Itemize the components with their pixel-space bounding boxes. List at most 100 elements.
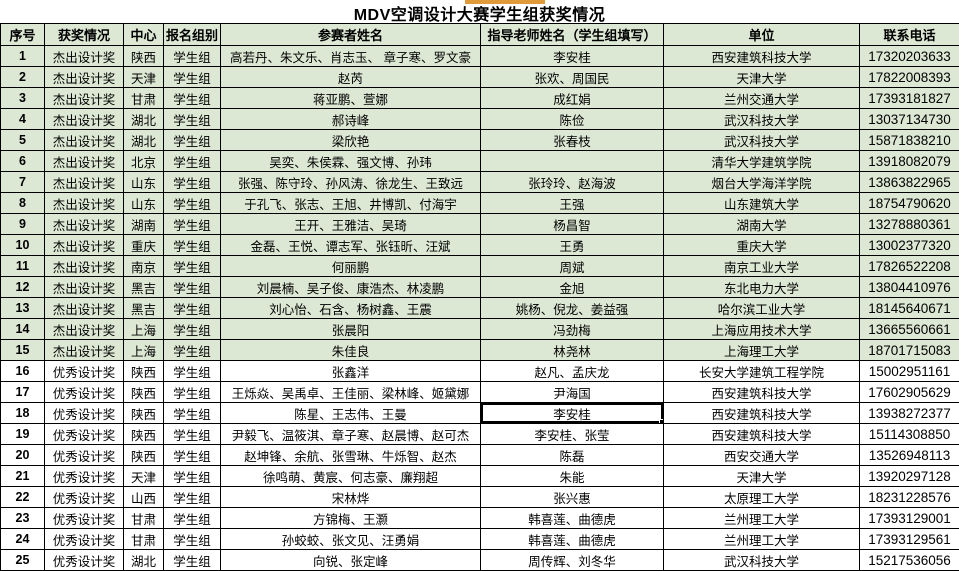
cell-organization[interactable]: 哈尔滨工业大学 xyxy=(663,297,860,319)
cell-participants[interactable]: 于孔飞、张志、王旭、井博凯、付海宇 xyxy=(220,192,481,214)
cell-group[interactable]: 学生组 xyxy=(163,87,221,109)
cell-phone[interactable]: 17602905629 xyxy=(859,381,959,403)
cell-no[interactable]: 1 xyxy=(0,45,45,67)
cell-award[interactable]: 杰出设计奖 xyxy=(44,108,124,130)
cell-participants[interactable]: 张鑫洋 xyxy=(220,360,481,382)
cell-organization[interactable]: 重庆大学 xyxy=(663,234,860,256)
cell-organization[interactable]: 烟台大学海洋学院 xyxy=(663,171,860,193)
cell-teachers[interactable]: 张兴惠 xyxy=(480,486,664,508)
cell-group[interactable]: 学生组 xyxy=(163,507,221,529)
cell-participants[interactable]: 吴奕、朱侯霖、强文博、孙玮 xyxy=(220,150,481,172)
cell-award[interactable]: 优秀设计奖 xyxy=(44,444,124,466)
cell-organization[interactable]: 南京工业大学 xyxy=(663,255,860,277)
cell-center[interactable]: 陕西 xyxy=(123,360,164,382)
cell-no[interactable]: 20 xyxy=(0,444,45,466)
cell-center[interactable]: 黑吉 xyxy=(123,276,164,298)
cell-no[interactable]: 12 xyxy=(0,276,45,298)
column-header-no[interactable]: 序号 xyxy=(0,23,45,46)
cell-no[interactable]: 11 xyxy=(0,255,45,277)
cell-participants[interactable]: 金磊、王悦、谭志军、张钰昕、汪斌 xyxy=(220,234,481,256)
cell-center[interactable]: 天津 xyxy=(123,66,164,88)
cell-participants[interactable]: 何丽鹏 xyxy=(220,255,481,277)
cell-organization[interactable]: 武汉科技大学 xyxy=(663,549,860,571)
cell-participants[interactable]: 孙蛟蛟、张文见、汪勇娟 xyxy=(220,528,481,550)
cell-participants[interactable]: 王烁焱、吴禹卓、王佳丽、梁林峰、姬黛娜 xyxy=(220,381,481,403)
cell-no[interactable]: 15 xyxy=(0,339,45,361)
cell-group[interactable]: 学生组 xyxy=(163,255,221,277)
cell-participants[interactable]: 张强、陈守玲、孙风涛、徐龙生、王致远 xyxy=(220,171,481,193)
cell-group[interactable]: 学生组 xyxy=(163,465,221,487)
cell-group[interactable]: 学生组 xyxy=(163,150,221,172)
cell-organization[interactable]: 西安建筑科技大学 xyxy=(663,402,860,424)
cell-award[interactable]: 优秀设计奖 xyxy=(44,360,124,382)
cell-teachers[interactable]: 周传辉、刘冬华 xyxy=(480,549,664,571)
cell-participants[interactable]: 高若丹、朱文乐、肖志玉、 章子寒、罗文豪 xyxy=(220,45,481,67)
cell-group[interactable]: 学生组 xyxy=(163,171,221,193)
cell-organization[interactable]: 天津大学 xyxy=(663,465,860,487)
cell-phone[interactable]: 13037134730 xyxy=(859,108,959,130)
cell-participants[interactable]: 尹毅飞、温筱淇、章子寒、赵晨博、赵可杰 xyxy=(220,423,481,445)
cell-participants[interactable]: 方锦梅、王灏 xyxy=(220,507,481,529)
cell-no[interactable]: 21 xyxy=(0,465,45,487)
cell-award[interactable]: 优秀设计奖 xyxy=(44,423,124,445)
cell-award[interactable]: 优秀设计奖 xyxy=(44,486,124,508)
cell-organization[interactable]: 西安建筑科技大学 xyxy=(663,45,860,67)
cell-organization[interactable]: 清华大学建筑学院 xyxy=(663,150,860,172)
cell-group[interactable]: 学生组 xyxy=(163,486,221,508)
cell-organization[interactable]: 武汉科技大学 xyxy=(663,129,860,151)
cell-no[interactable]: 16 xyxy=(0,360,45,382)
cell-no[interactable]: 5 xyxy=(0,129,45,151)
cell-organization[interactable]: 山东建筑大学 xyxy=(663,192,860,214)
cell-teachers[interactable]: 李安桂 xyxy=(480,45,664,67)
cell-teachers[interactable]: 金旭 xyxy=(480,276,664,298)
column-header-organization[interactable]: 单位 xyxy=(663,23,860,46)
cell-teachers[interactable]: 周斌 xyxy=(480,255,664,277)
cell-phone[interactable]: 13804410976 xyxy=(859,276,959,298)
cell-phone[interactable]: 17393129001 xyxy=(859,507,959,529)
cell-phone[interactable]: 17320203633 xyxy=(859,45,959,67)
cell-group[interactable]: 学生组 xyxy=(163,549,221,571)
cell-no[interactable]: 23 xyxy=(0,507,45,529)
cell-group[interactable]: 学生组 xyxy=(163,339,221,361)
cell-center[interactable]: 湖北 xyxy=(123,129,164,151)
cell-organization[interactable]: 天津大学 xyxy=(663,66,860,88)
selected-cell[interactable]: 李安桂 xyxy=(480,402,664,424)
cell-organization[interactable]: 兰州理工大学 xyxy=(663,528,860,550)
cell-no[interactable]: 13 xyxy=(0,297,45,319)
cell-teachers[interactable]: 王勇 xyxy=(480,234,664,256)
cell-teachers[interactable]: 张玲玲、赵海波 xyxy=(480,171,664,193)
cell-award[interactable]: 杰出设计奖 xyxy=(44,213,124,235)
cell-no[interactable]: 19 xyxy=(0,423,45,445)
cell-teachers[interactable] xyxy=(480,150,664,172)
cell-group[interactable]: 学生组 xyxy=(163,528,221,550)
cell-organization[interactable]: 西安建筑科技大学 xyxy=(663,381,860,403)
cell-teachers[interactable]: 朱能 xyxy=(480,465,664,487)
cell-center[interactable]: 上海 xyxy=(123,339,164,361)
cell-award[interactable]: 杰出设计奖 xyxy=(44,276,124,298)
cell-phone[interactable]: 15217536056 xyxy=(859,549,959,571)
cell-participants[interactable]: 向锐、张定峰 xyxy=(220,549,481,571)
cell-teachers[interactable]: 赵凡、孟庆龙 xyxy=(480,360,664,382)
cell-award[interactable]: 杰出设计奖 xyxy=(44,66,124,88)
cell-group[interactable]: 学生组 xyxy=(163,213,221,235)
cell-organization[interactable]: 东北电力大学 xyxy=(663,276,860,298)
cell-center[interactable]: 南京 xyxy=(123,255,164,277)
cell-organization[interactable]: 西安交通大学 xyxy=(663,444,860,466)
cell-group[interactable]: 学生组 xyxy=(163,402,221,424)
cell-center[interactable]: 陕西 xyxy=(123,423,164,445)
cell-phone[interactable]: 13863822965 xyxy=(859,171,959,193)
cell-center[interactable]: 天津 xyxy=(123,465,164,487)
cell-group[interactable]: 学生组 xyxy=(163,360,221,382)
column-header-teachers[interactable]: 指导老师姓名（学生组填写） xyxy=(480,23,664,46)
cell-award[interactable]: 优秀设计奖 xyxy=(44,381,124,403)
cell-teachers[interactable]: 成红娟 xyxy=(480,87,664,109)
cell-award[interactable]: 杰出设计奖 xyxy=(44,234,124,256)
cell-center[interactable]: 陕西 xyxy=(123,381,164,403)
cell-award[interactable]: 杰出设计奖 xyxy=(44,171,124,193)
cell-organization[interactable]: 西安建筑科技大学 xyxy=(663,423,860,445)
cell-award[interactable]: 杰出设计奖 xyxy=(44,87,124,109)
cell-phone[interactable]: 15871838210 xyxy=(859,129,959,151)
cell-teachers[interactable]: 张春枝 xyxy=(480,129,664,151)
cell-no[interactable]: 2 xyxy=(0,66,45,88)
cell-center[interactable]: 黑吉 xyxy=(123,297,164,319)
